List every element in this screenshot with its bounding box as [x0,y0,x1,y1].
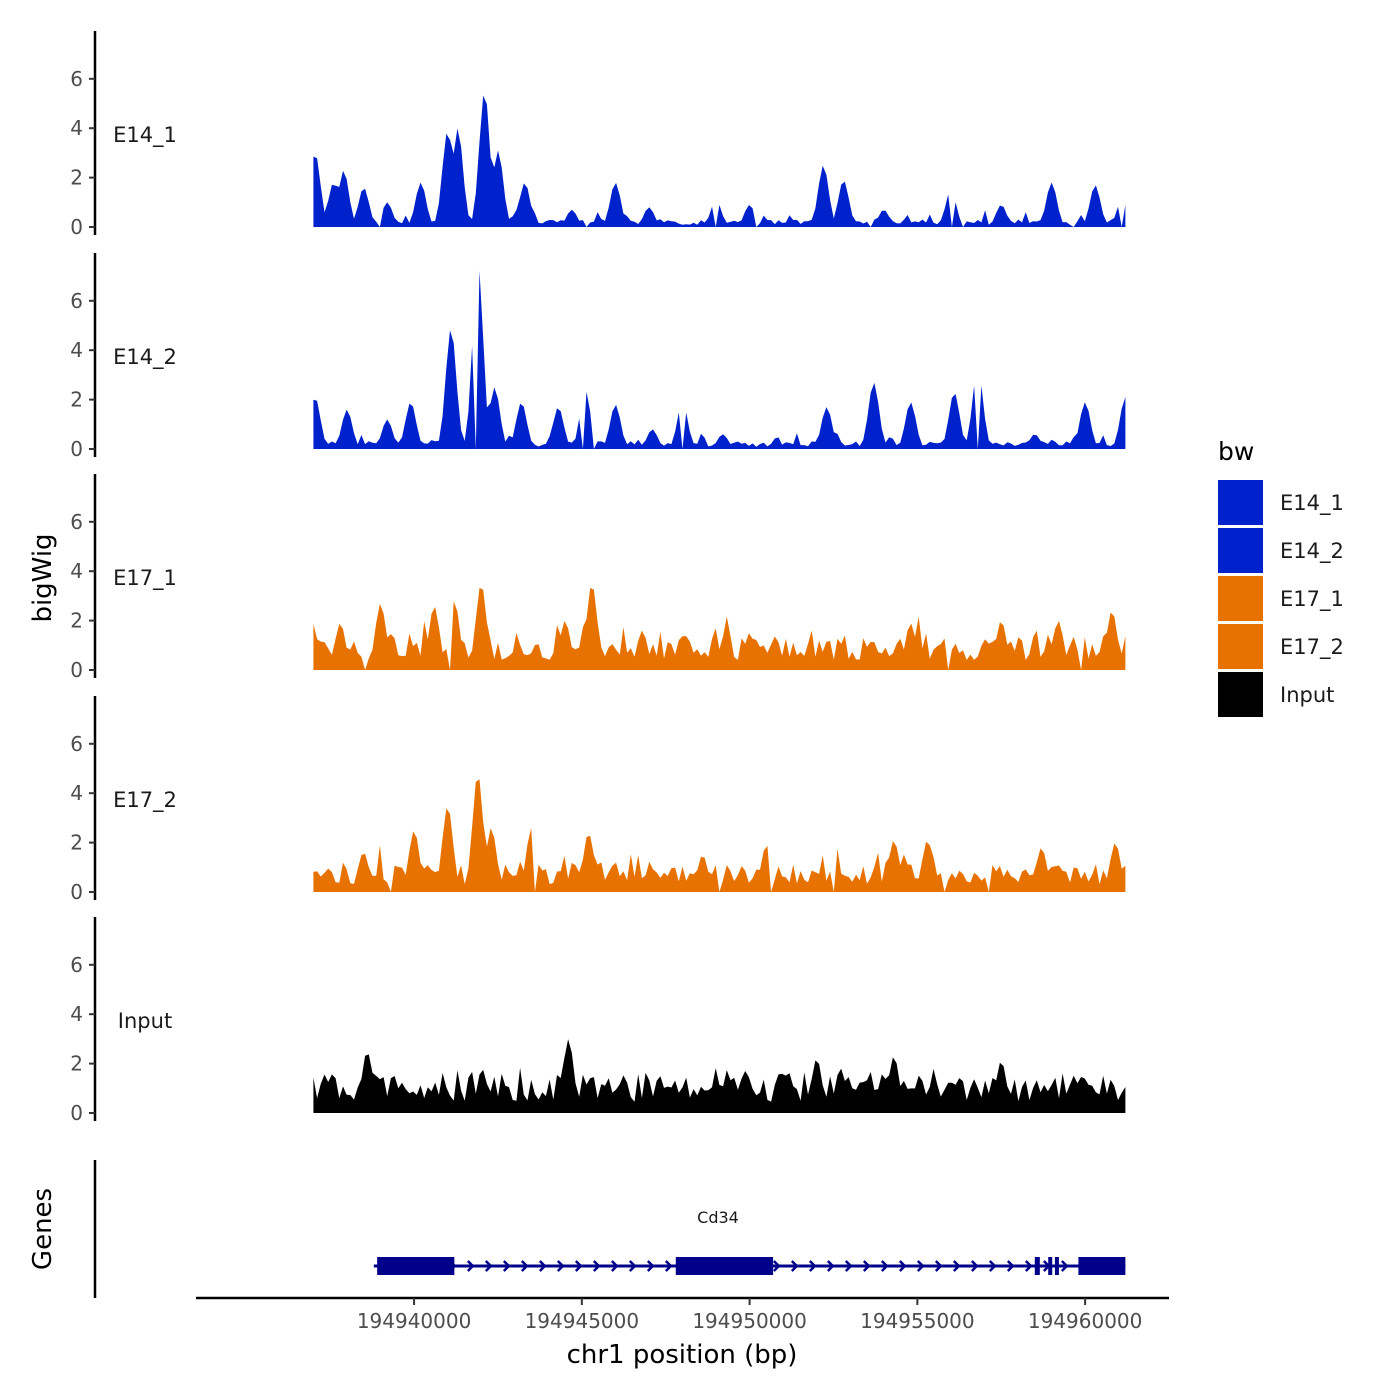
track-label: E14_2 [113,345,177,370]
y-tick-label: 4 [70,781,83,805]
y-tick-label: 0 [70,215,83,239]
legend-key-e14-2 [1218,528,1263,573]
y-axis-title: bigWig [28,533,58,622]
signal-area-e17-1 [313,587,1126,670]
x-axis-title: chr1 position (bp) [567,1340,798,1370]
legend-title: bw [1218,437,1254,466]
legend-label: E14_1 [1280,491,1344,516]
signal-area-input [313,1039,1126,1113]
x-tick-label: 194940000 [357,1309,472,1333]
legend-label: E17_2 [1280,635,1344,660]
strand-arrow [880,1260,889,1272]
signal-area-e17-2 [313,779,1126,892]
y-tick-label: 4 [70,559,83,583]
y-tick-label: 4 [70,338,83,362]
gene-exon [1078,1257,1126,1275]
signal-area-e14-2 [313,270,1126,449]
x-tick-label: 194945000 [525,1309,640,1333]
strand-arrow [826,1260,835,1272]
gene-exon [377,1257,455,1275]
y-tick-label: 2 [70,609,83,633]
strand-arrow [610,1260,619,1272]
strand-arrow [772,1260,781,1272]
gene-exon [1034,1257,1040,1275]
track-label: E14_1 [113,123,177,148]
y-tick-label: 2 [70,388,83,412]
legend-key-e17-2 [1218,624,1263,669]
strand-arrow [790,1260,799,1272]
legend-key-e14-1 [1218,480,1263,525]
strand-arrow [664,1260,673,1272]
gene-exon [1048,1257,1053,1275]
track-label: Input [118,1009,172,1033]
strand-arrow [1060,1260,1069,1272]
y-tick-label: 0 [70,880,83,904]
legend-label: Input [1280,683,1334,707]
track-panels: 0 2 4 6 E14_1 0 2 4 6 E14_2 0 2 4 6 E17_1 0 2 4 6 E17_2 0 2 4 6… [70,31,1126,1125]
gene-name-label: Cd34 [697,1208,739,1227]
x-axis: 194940000 194945000 194950000 194955000 1949… [196,1296,1169,1333]
y-tick-label: 2 [70,166,83,190]
y-tick-label: 4 [70,1002,83,1026]
strand-arrow [556,1260,565,1272]
strand-arrow [898,1260,907,1272]
y-tick-label: 4 [70,116,83,140]
x-tick-label: 194950000 [692,1309,807,1333]
strand-arrow [466,1260,475,1272]
track-panel-e14-2: 0 2 4 6 E14_2 [70,253,1126,461]
x-tick-label: 194960000 [1028,1309,1143,1333]
strand-arrow [862,1260,871,1272]
strand-arrow [592,1260,601,1272]
gene-track: Cd34 [93,1160,1126,1298]
track-label: E17_1 [113,566,177,591]
strand-arrow [952,1260,961,1272]
strand-arrow [934,1260,943,1272]
signal-area-e14-1 [313,95,1126,227]
track-panel-e17-2: 0 2 4 6 E17_2 [70,696,1126,904]
y-tick-label: 2 [70,831,83,855]
legend-key-input [1218,672,1263,717]
legend-label: E17_1 [1280,587,1344,612]
legend-label: E14_2 [1280,539,1344,564]
y-tick-label: 6 [70,732,83,756]
strand-arrow [1024,1260,1033,1272]
legend: bw E14_1 E14_2 E17_1 E17_2 Input [1218,437,1344,717]
legend-key-e17-1 [1218,576,1263,621]
strand-arrow [502,1260,511,1272]
y-tick-label: 0 [70,1101,83,1125]
y-tick-label: 6 [70,510,83,534]
strand-arrow [970,1260,979,1272]
y-tick-label: 0 [70,437,83,461]
strand-arrow [646,1260,655,1272]
y-tick-label: 2 [70,1052,83,1076]
strand-arrow [628,1260,637,1272]
track-label: E17_2 [113,788,177,813]
track-panel-e14-1: 0 2 4 6 E14_1 [70,31,1126,239]
gene-exon [1054,1257,1059,1275]
strand-arrow [1006,1260,1015,1272]
strand-arrow [538,1260,547,1272]
strand-arrow [988,1260,997,1272]
strand-arrow [808,1260,817,1272]
strand-arrow [484,1260,493,1272]
y-tick-label: 6 [70,953,83,977]
gene-exon [675,1257,774,1275]
strand-arrow [520,1260,529,1272]
y-tick-label: 6 [70,67,83,91]
track-panel-e17-1: 0 2 4 6 E17_1 [70,474,1126,682]
y-tick-label: 6 [70,289,83,313]
gene-track-title: Genes [28,1188,58,1270]
x-tick-label: 194955000 [860,1309,975,1333]
y-tick-label: 0 [70,658,83,682]
strand-arrow [844,1260,853,1272]
strand-arrow [574,1260,583,1272]
strand-arrow [916,1260,925,1272]
track-panel-input: 0 2 4 6 Input [70,917,1126,1125]
